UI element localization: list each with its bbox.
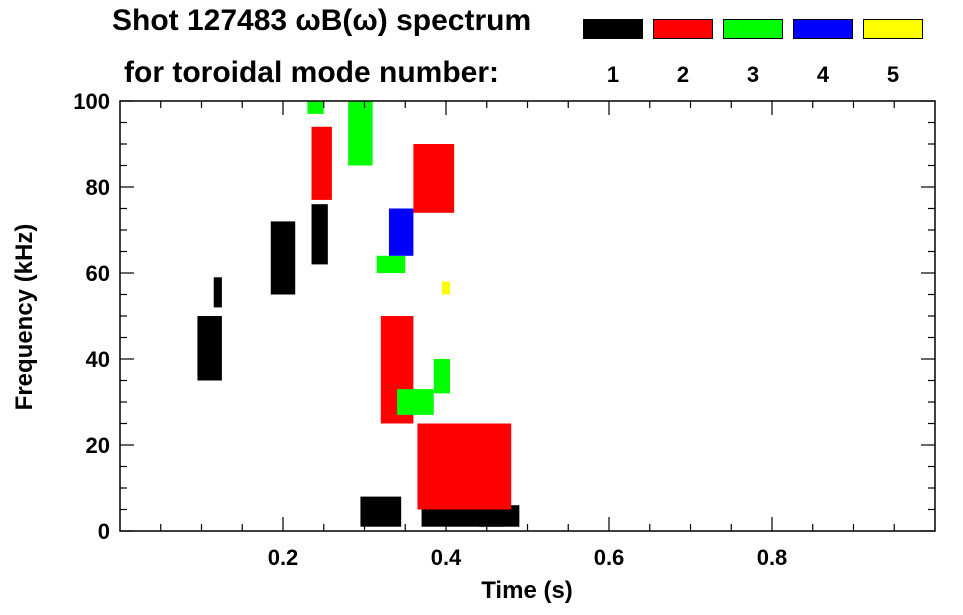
axis-ticks — [120, 100, 935, 532]
y-tick-label: 60 — [86, 261, 110, 286]
x-axis-title: Time (s) — [481, 577, 573, 604]
spectrum-region-mode-1 — [478, 505, 520, 527]
legend-swatch-mode-1 — [583, 19, 643, 39]
spectrum-region-mode-3 — [433, 359, 451, 394]
spectrum-region-mode-2 — [413, 144, 455, 213]
spectrum-regions — [197, 101, 520, 527]
spectrum-region-mode-2 — [311, 126, 332, 200]
spectrum-region-mode-2 — [417, 423, 512, 510]
chart-title-line1: Shot 127483 ωB(ω) spectrum — [112, 4, 532, 37]
y-axis-title: Frequency (kHz) — [11, 224, 38, 411]
x-tick-label: 0.6 — [594, 545, 625, 570]
legend-label-mode-3: 3 — [746, 62, 760, 87]
plot-frame — [119, 100, 936, 532]
legend-swatch-mode-3 — [723, 19, 783, 39]
y-tick-label: 0 — [98, 519, 110, 544]
x-tick-label: 0.2 — [268, 545, 299, 570]
legend-label-mode-1: 1 — [606, 62, 620, 87]
legend-swatch-mode-5 — [863, 19, 923, 39]
spectrum-region-mode-1 — [270, 221, 296, 295]
spectrum-region-mode-3 — [348, 101, 373, 166]
y-tick-label: 80 — [86, 175, 110, 200]
legend-swatch-mode-2 — [653, 19, 713, 39]
spectrum-region-mode-1 — [311, 204, 328, 265]
x-tick-label: 0.4 — [431, 545, 462, 570]
spectrum-region-mode-5 — [441, 281, 451, 295]
x-tick-label: 0.8 — [757, 545, 788, 570]
spectrum-region-mode-1 — [197, 316, 222, 381]
spectrum-region-mode-1 — [360, 496, 402, 527]
spectrum-region-mode-3 — [376, 255, 406, 273]
spectrum-region-mode-4 — [388, 208, 414, 256]
chart-title-line2: for toroidal mode number: — [124, 56, 499, 89]
spectrum-region-mode-1 — [213, 277, 222, 308]
y-tick-label: 20 — [86, 433, 110, 458]
legend-label-mode-4: 4 — [816, 62, 830, 87]
y-tick-label: 100 — [73, 89, 110, 114]
tick-labels: 0 20 40 60 80 100 0.2 0.4 0.6 0.8 — [73, 89, 787, 570]
y-tick-label: 40 — [86, 347, 110, 372]
spectrum-region-mode-3 — [397, 389, 434, 415]
legend-label-mode-2: 2 — [676, 62, 690, 87]
legend-swatch-mode-4 — [793, 19, 853, 39]
spectrum-region-mode-3 — [307, 101, 324, 114]
legend-label-mode-5: 5 — [886, 62, 900, 87]
